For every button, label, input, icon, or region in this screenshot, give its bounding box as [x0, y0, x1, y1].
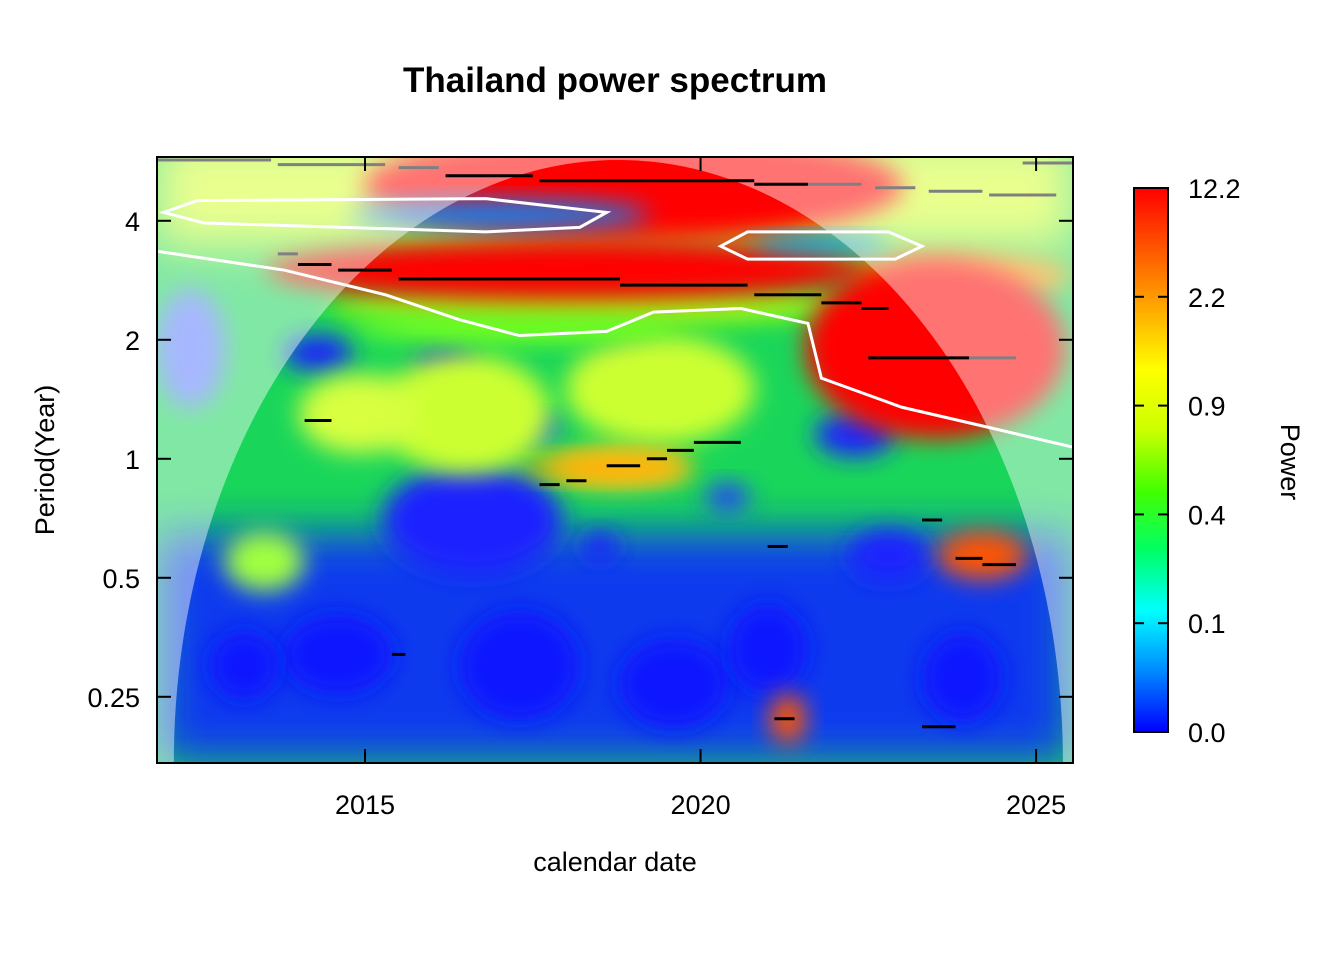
y-tick-label: 0.25 [87, 683, 140, 713]
heatmap-texture [581, 532, 618, 561]
heatmap-texture [209, 630, 280, 701]
colorbar-label: Power [1275, 424, 1305, 501]
x-tick-label: 2020 [671, 790, 731, 820]
heatmap-texture [283, 335, 354, 372]
x-tick-label: 2025 [1006, 790, 1066, 820]
colorbar-tick-label: 0.0 [1188, 718, 1226, 748]
y-tick-label: 4 [125, 207, 140, 237]
y-axis-label: Period(Year) [30, 385, 60, 536]
colorbar-tick-label: 0.1 [1188, 609, 1226, 639]
x-axis-label: calendar date [533, 847, 697, 877]
plot-frame [156, 156, 1074, 764]
heatmap-hotspot [937, 531, 1028, 580]
colorbar: 0.0 0.1 0.4 0.9 2.2 12.2 [1133, 174, 1241, 748]
heatmap-texture [565, 334, 756, 445]
significance-contour [717, 230, 926, 261]
cone-of-influence-shade [157, 157, 1073, 763]
colorbar-tick-label: 2.2 [1188, 283, 1226, 313]
heatmap-texture [922, 632, 1003, 723]
heatmap-texture [352, 311, 673, 344]
y-axis: 0.25 0.5 1 2 4 [87, 207, 1073, 713]
heatmap-area [157, 157, 1073, 763]
colorbar-scale [1133, 187, 1169, 733]
heatmap-texture [157, 288, 226, 409]
heatmap-texture [705, 483, 750, 512]
heatmap-texture [380, 353, 551, 474]
y-tick-label: 1 [125, 445, 140, 475]
heatmap-texture [283, 614, 394, 695]
heatmap-hotspot [521, 455, 692, 480]
x-tick-label: 2015 [335, 790, 395, 820]
heatmap-texture [224, 531, 305, 592]
heatmap-texture [459, 610, 580, 721]
y-tick-label: 0.5 [102, 564, 140, 594]
heatmap-texture [727, 604, 808, 695]
x-axis: 2015 2020 2025 [335, 157, 1066, 820]
heatmap-texture [298, 373, 419, 454]
heatmap-hotspot [751, 234, 892, 253]
heatmap-texture [848, 530, 929, 581]
significance-contour [158, 197, 612, 234]
y-tick-label: 2 [125, 326, 140, 356]
colorbar-tick-label: 0.4 [1188, 500, 1226, 530]
heatmap-texture [618, 638, 729, 729]
colorbar-tick-label: 0.9 [1188, 392, 1226, 422]
colorbar-tick-label: 12.2 [1188, 174, 1241, 204]
heatmap-texture [382, 465, 563, 576]
heatmap-hotspot [805, 258, 1066, 439]
chart-title: Thailand power spectrum [403, 61, 827, 100]
significance-contour [157, 249, 1073, 449]
